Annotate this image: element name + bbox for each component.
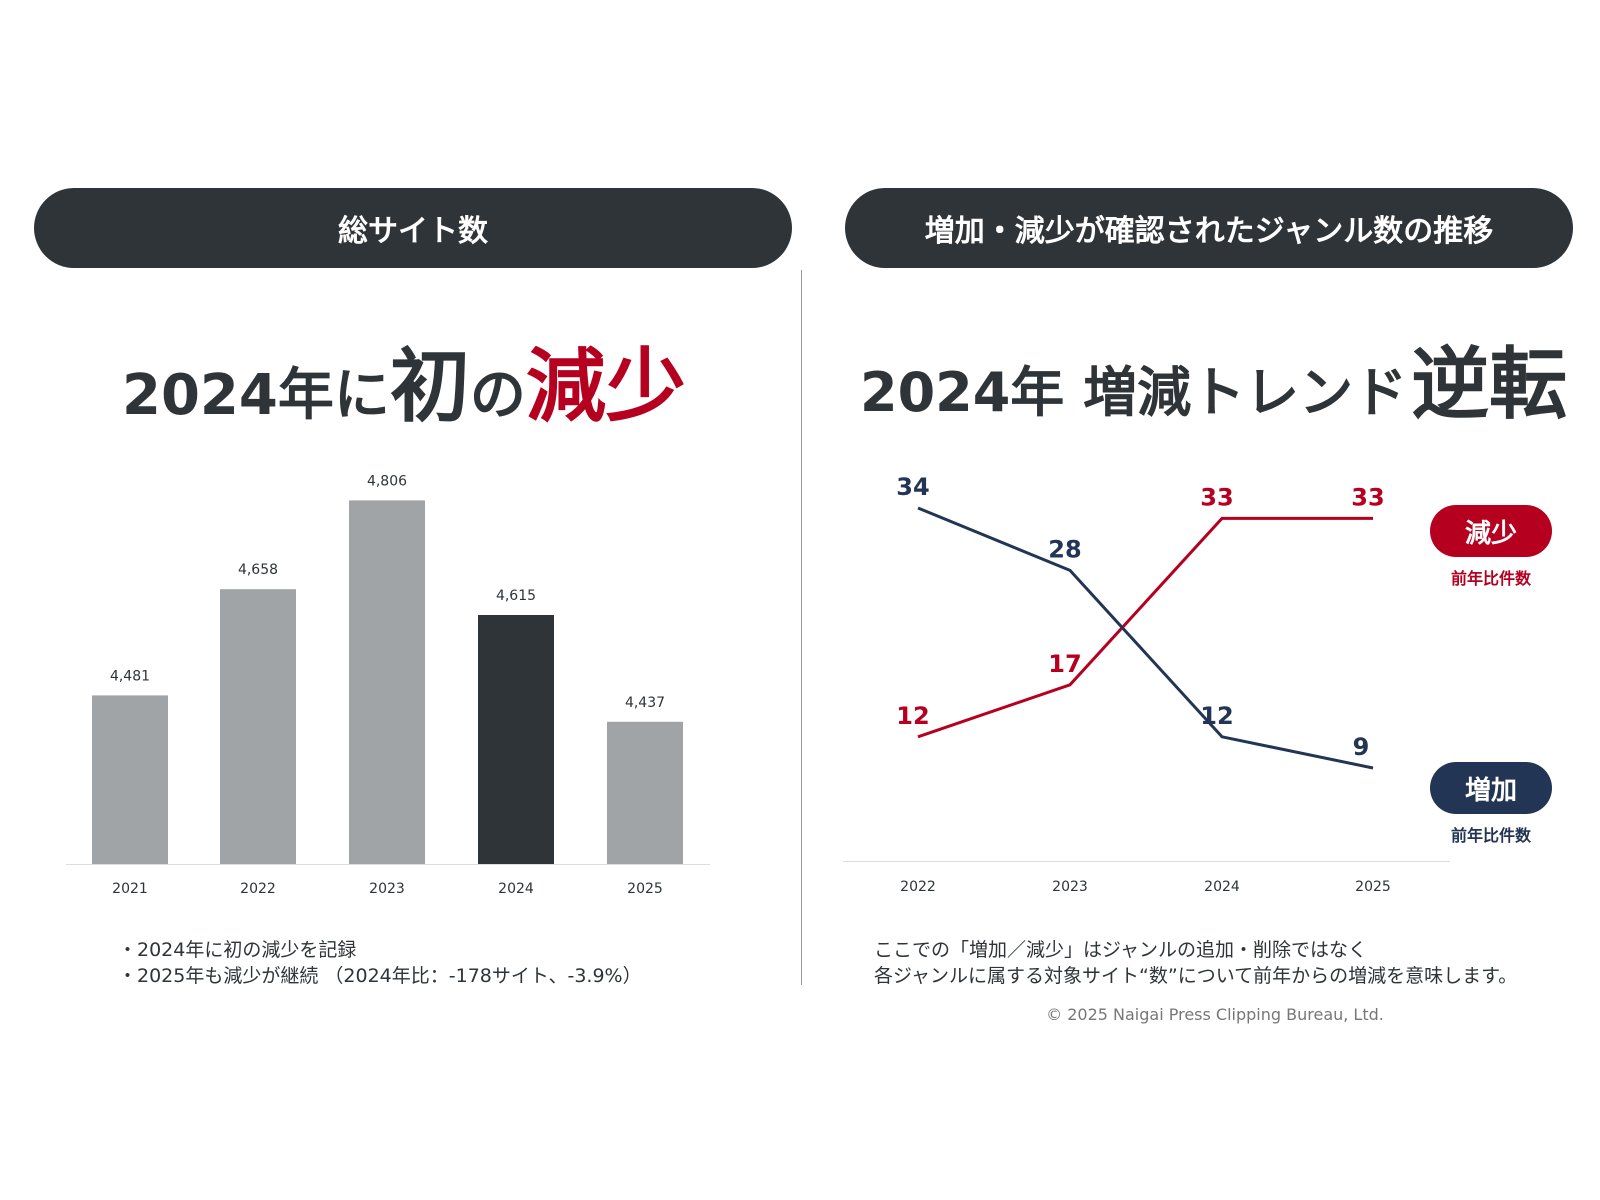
divider <box>801 270 802 985</box>
bar-value-label: 4,437 <box>625 695 665 711</box>
x-tick-label: 2024 <box>498 881 534 897</box>
bar-2024 <box>478 615 554 864</box>
header-text: 増加・減少が確認されたジャンル数の推移 <box>924 214 1494 249</box>
data-label: 34 <box>896 473 929 501</box>
data-label: 33 <box>1351 483 1384 511</box>
note-line: ここでの「増加／減少」はジャンルの追加・削除ではなく <box>874 939 1368 961</box>
bar-2023 <box>349 500 425 864</box>
x-tick-label: 2023 <box>369 881 405 897</box>
headline-red-emphasis: 減少 <box>525 340 686 433</box>
header-text: 総サイト数 <box>338 214 488 249</box>
data-label: 9 <box>1353 733 1370 761</box>
data-label: 33 <box>1200 483 1233 511</box>
headline-text: 2024年 増減トレンド <box>860 361 1408 424</box>
bar-value-label: 4,806 <box>367 473 407 489</box>
headline-text: の <box>469 363 526 428</box>
x-tick-label: 2023 <box>1052 879 1088 895</box>
total-sites-header: 総サイト数 <box>34 188 792 268</box>
data-label: 17 <box>1048 650 1081 678</box>
left-notes: ・2024年に初の減少を記録 ・2025年も減少が継続 （2024年比：-178… <box>118 937 642 989</box>
headline-text: 2024年に <box>122 363 390 428</box>
headline-emphasis: 初 <box>389 340 470 433</box>
x-tick-label: 2025 <box>1355 879 1391 895</box>
x-tick-label: 2021 <box>112 881 148 897</box>
x-tick-label: 2025 <box>627 881 663 897</box>
x-tick-label: 2022 <box>900 879 936 895</box>
x-tick-label: 2024 <box>1204 879 1240 895</box>
bar-value-label: 4,615 <box>496 588 536 604</box>
data-label: 12 <box>1200 702 1233 730</box>
legend-decrease: 減少 前年比件数 <box>1430 505 1552 589</box>
headline-emphasis: 逆転 <box>1411 340 1568 430</box>
data-label: 28 <box>1048 535 1081 563</box>
genre-trend-header: 増加・減少が確認されたジャンル数の推移 <box>845 188 1573 268</box>
x-tick-label: 2022 <box>240 881 276 897</box>
legend-badge-increase: 増加 <box>1430 762 1552 814</box>
bar-2021 <box>92 695 168 864</box>
copyright: © 2025 Naigai Press Clipping Bureau, Ltd… <box>1046 1005 1384 1024</box>
right-headline: 2024年 増減トレンド 逆転 <box>860 322 1567 434</box>
bar-value-label: 4,658 <box>238 562 278 578</box>
bar-value-label: 4,481 <box>110 668 150 684</box>
legend-increase: 増加 前年比件数 <box>1430 762 1552 846</box>
note-line: ・2025年も減少が継続 （2024年比：-178サイト、-3.9%） <box>118 965 642 987</box>
bar-2025 <box>607 721 683 864</box>
right-notes: ここでの「増加／減少」はジャンルの追加・削除ではなく 各ジャンルに属する対象サイ… <box>874 937 1517 989</box>
note-line: 各ジャンルに属する対象サイト“数”について前年からの増減を意味します。 <box>874 965 1518 987</box>
data-label: 12 <box>896 702 929 730</box>
legend-badge-decrease: 減少 <box>1430 505 1552 557</box>
note-line: ・2024年に初の減少を記録 <box>118 939 357 961</box>
bar-2022 <box>220 589 296 864</box>
legend-sub: 前年比件数 <box>1450 569 1531 588</box>
left-headline: 2024年に 初 の 減少 <box>122 322 686 438</box>
series-line-decrease <box>917 516 1373 739</box>
series-line-increase <box>917 506 1374 770</box>
legend-sub: 前年比件数 <box>1450 826 1531 845</box>
